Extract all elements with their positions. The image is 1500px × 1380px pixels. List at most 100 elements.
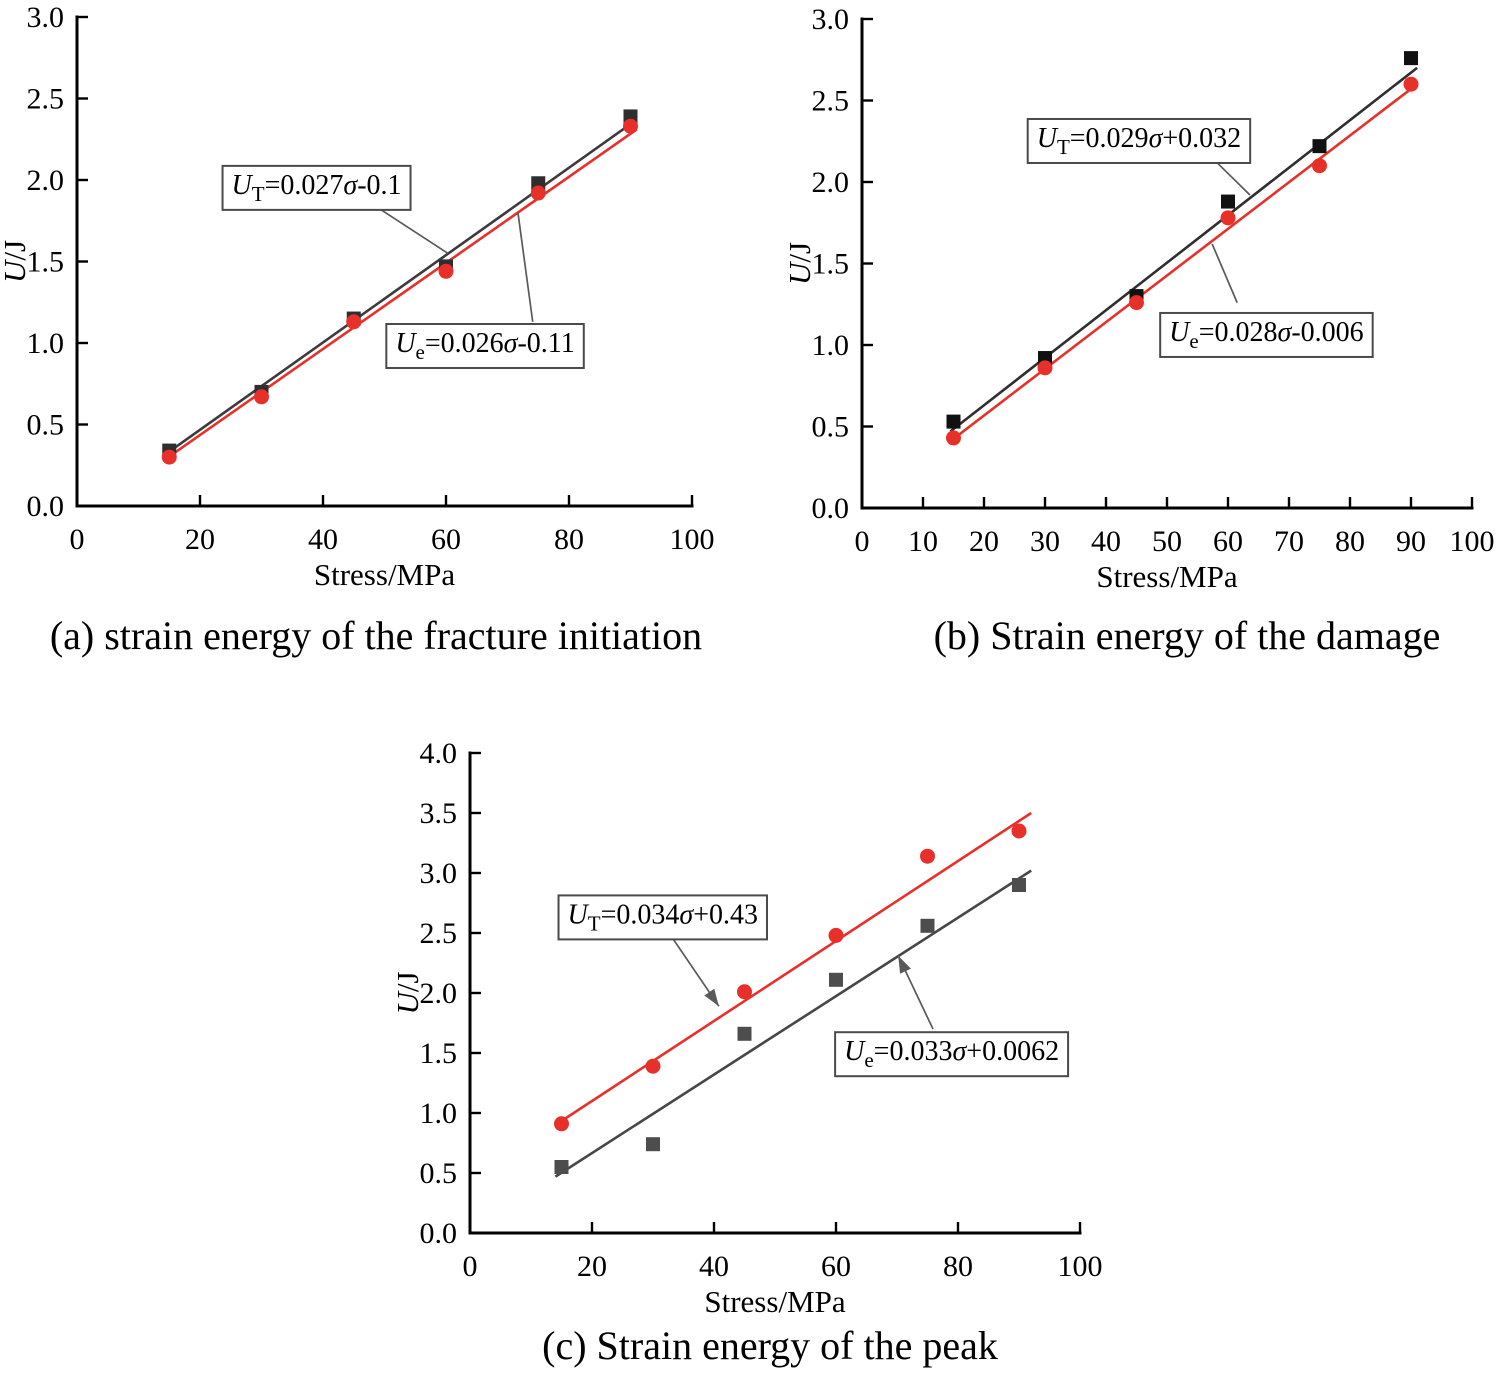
fit-line-UT bbox=[165, 118, 638, 455]
point-Ue bbox=[829, 972, 843, 987]
equation-box bbox=[385, 323, 585, 369]
equation-box bbox=[834, 1031, 1070, 1078]
point-UT bbox=[1221, 194, 1235, 209]
y-tick-label: 2.5 bbox=[420, 917, 458, 950]
caption-c: (c) Strain energy of the peak bbox=[542, 1323, 998, 1368]
y-tick-label: 1.5 bbox=[420, 1037, 458, 1070]
y-tick-label: 1.0 bbox=[420, 1097, 458, 1130]
fit-line-UT bbox=[949, 66, 1418, 433]
point-Ue bbox=[438, 263, 454, 279]
caption-a: (a) strain energy of the fracture initia… bbox=[49, 613, 703, 658]
fit-line-Ue bbox=[554, 869, 1032, 1178]
y-tick-label: 3.0 bbox=[420, 857, 458, 890]
x-tick-label: 0 bbox=[70, 523, 85, 556]
x-tick-label: 40 bbox=[1091, 525, 1121, 558]
y-axis-label: U/J bbox=[390, 971, 425, 1014]
y-tick-label: 4.0 bbox=[420, 737, 458, 770]
point-UT bbox=[737, 984, 752, 1000]
equation-box bbox=[1159, 311, 1374, 358]
x-tick-label: 60 bbox=[431, 523, 461, 556]
x-tick-label: 40 bbox=[308, 523, 338, 556]
equation-text: Ue=0.026σ-0.11 bbox=[395, 328, 574, 364]
x-tick-label: 60 bbox=[821, 1250, 851, 1283]
point-UT bbox=[1011, 823, 1027, 839]
y-tick-label: 0.5 bbox=[812, 411, 850, 444]
leader-arrowhead bbox=[898, 955, 911, 974]
x-axis-label: Stress/MPa bbox=[1096, 559, 1237, 594]
point-UT bbox=[554, 1116, 569, 1132]
point-Ue bbox=[1312, 158, 1327, 174]
chart-a: 0 20 40 60 80 100 0.0 0.5 1.0 1.5 2.0 2.5 3.0 Stress/… bbox=[0, 1, 715, 592]
point-Ue bbox=[530, 185, 546, 201]
equation-text: UT=0.034σ+0.43 bbox=[568, 899, 758, 935]
y-axis-label: U/J bbox=[782, 242, 817, 285]
fit-line-UT bbox=[554, 811, 1032, 1127]
x-tick-label: 60 bbox=[1213, 525, 1243, 558]
y-tick-label: 2.5 bbox=[27, 83, 65, 116]
equation-box bbox=[1026, 117, 1252, 164]
equation-text: Ue=0.028σ-0.006 bbox=[1169, 317, 1364, 353]
equation-text: UT=0.027σ-0.1 bbox=[232, 170, 402, 206]
y-tick-label: 1.0 bbox=[27, 327, 65, 360]
y-tick-label: 0.0 bbox=[420, 1217, 458, 1250]
caption-b: (b) Strain energy of the damage bbox=[933, 613, 1441, 658]
y-tick-label: 2.5 bbox=[812, 85, 850, 118]
x-tick-label: 0 bbox=[855, 525, 870, 558]
point-Ue bbox=[1403, 76, 1419, 92]
point-Ue bbox=[646, 1137, 660, 1152]
point-Ue bbox=[1129, 295, 1144, 311]
point-Ue bbox=[920, 918, 935, 933]
point-Ue bbox=[161, 449, 177, 465]
point-Ue bbox=[1220, 210, 1236, 226]
point-UT bbox=[645, 1058, 661, 1074]
point-Ue bbox=[346, 314, 362, 330]
x-tick-label: 100 bbox=[1450, 525, 1495, 558]
x-tick-label: 90 bbox=[1396, 525, 1426, 558]
x-tick-label: 50 bbox=[1152, 525, 1182, 558]
x-tick-label: 80 bbox=[943, 1250, 973, 1283]
leader-line bbox=[1211, 243, 1238, 303]
y-tick-label: 2.0 bbox=[812, 166, 850, 199]
fit-line-Ue bbox=[165, 128, 638, 460]
fit-line-Ue bbox=[949, 83, 1418, 443]
x-tick-label: 10 bbox=[908, 525, 938, 558]
chart-c: 0 20 40 60 80 100 0.0 0.5 1.0 1.5 2.0 2.5 3.0 3.5 4.0 S… bbox=[390, 737, 1103, 1319]
point-Ue bbox=[554, 1160, 569, 1174]
point-Ue bbox=[946, 430, 961, 446]
equation-text: UT=0.029σ+0.032 bbox=[1037, 123, 1241, 159]
x-tick-label: 100 bbox=[1058, 1250, 1103, 1283]
point-Ue bbox=[623, 118, 638, 134]
y-tick-label: 3.0 bbox=[812, 3, 850, 36]
leader-line bbox=[1214, 160, 1251, 196]
y-tick-label: 0.5 bbox=[420, 1157, 458, 1190]
y-tick-label: 3.0 bbox=[27, 1, 65, 34]
x-tick-label: 70 bbox=[1274, 525, 1304, 558]
axis-spines bbox=[468, 751, 1082, 1235]
x-tick-label: 40 bbox=[699, 1250, 729, 1283]
point-UT bbox=[1312, 139, 1327, 154]
leader-line bbox=[372, 203, 449, 255]
y-tick-label: 0.0 bbox=[27, 490, 65, 523]
y-tick-label: 1.0 bbox=[812, 329, 850, 362]
x-axis-label: Stress/MPa bbox=[314, 557, 455, 592]
y-tick-label: 0.5 bbox=[27, 409, 65, 442]
x-tick-label: 0 bbox=[463, 1250, 478, 1283]
x-tick-label: 80 bbox=[554, 523, 584, 556]
point-UT bbox=[920, 848, 935, 864]
y-axis-label: U/J bbox=[0, 240, 32, 283]
x-tick-label: 80 bbox=[1335, 525, 1365, 558]
point-UT bbox=[1404, 51, 1418, 66]
leader-arrowhead bbox=[704, 988, 719, 1007]
point-Ue bbox=[737, 1026, 752, 1041]
y-tick-label: 1.5 bbox=[812, 248, 850, 281]
y-tick-label: 2.0 bbox=[27, 164, 65, 197]
equation-box bbox=[221, 164, 412, 211]
point-Ue bbox=[1037, 360, 1053, 376]
x-axis-label: Stress/MPa bbox=[704, 1284, 845, 1319]
axis-spines bbox=[75, 15, 694, 508]
x-tick-label: 20 bbox=[185, 523, 215, 556]
y-tick-label: 3.5 bbox=[420, 797, 458, 830]
point-UT bbox=[828, 927, 844, 943]
point-UT bbox=[946, 414, 961, 429]
